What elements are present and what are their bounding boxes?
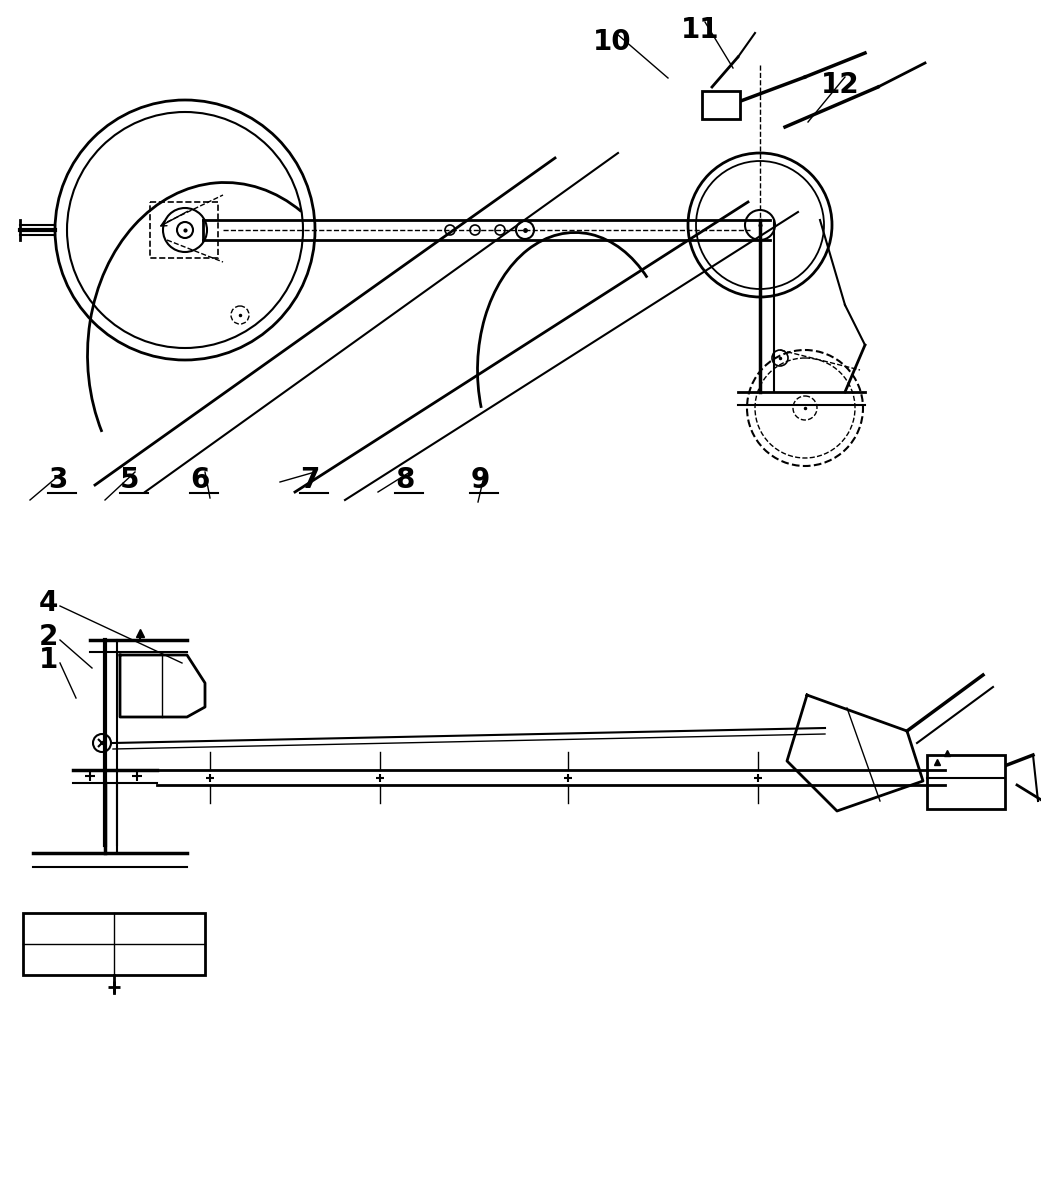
Text: 9: 9 [471, 466, 489, 494]
Text: 7: 7 [300, 466, 320, 494]
Bar [702, 91, 740, 119]
Bar [150, 202, 218, 258]
Bar [23, 913, 205, 975]
Text: 10: 10 [592, 28, 631, 56]
Text: 11: 11 [681, 16, 719, 44]
Text: 2: 2 [39, 623, 57, 651]
Text: 4: 4 [39, 588, 57, 617]
Text: 12: 12 [820, 71, 859, 98]
Text: 8: 8 [396, 466, 414, 494]
Text: 3: 3 [48, 466, 68, 494]
Text: 6: 6 [191, 466, 209, 494]
Bar [926, 755, 1005, 809]
Text: 5: 5 [121, 466, 139, 494]
Text: 1: 1 [39, 646, 57, 674]
